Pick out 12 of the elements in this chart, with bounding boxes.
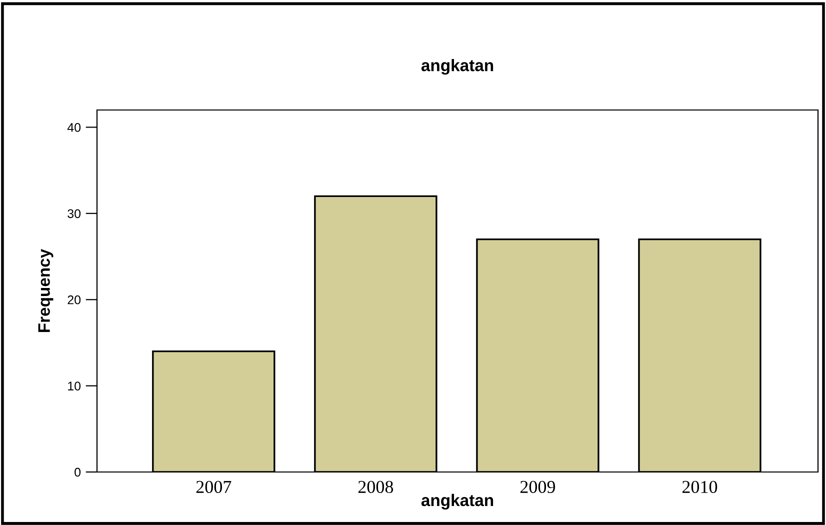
- chart-title: angkatan: [421, 59, 494, 75]
- x-axis-title: angkatan: [421, 494, 494, 510]
- y-tick-label: 40: [67, 123, 81, 132]
- x-tick-label: 2010: [682, 480, 718, 494]
- x-tick-label: 2008: [358, 480, 394, 494]
- y-axis-title: Frequency: [38, 248, 54, 332]
- y-tick-label: 0: [74, 468, 81, 477]
- y-tick-label: 20: [68, 295, 81, 304]
- y-tick-label: 10: [68, 382, 81, 390]
- y-tick-label: 30: [68, 209, 81, 218]
- x-tick-label: 2009: [520, 480, 556, 494]
- x-tick-label: 2007: [196, 480, 232, 494]
